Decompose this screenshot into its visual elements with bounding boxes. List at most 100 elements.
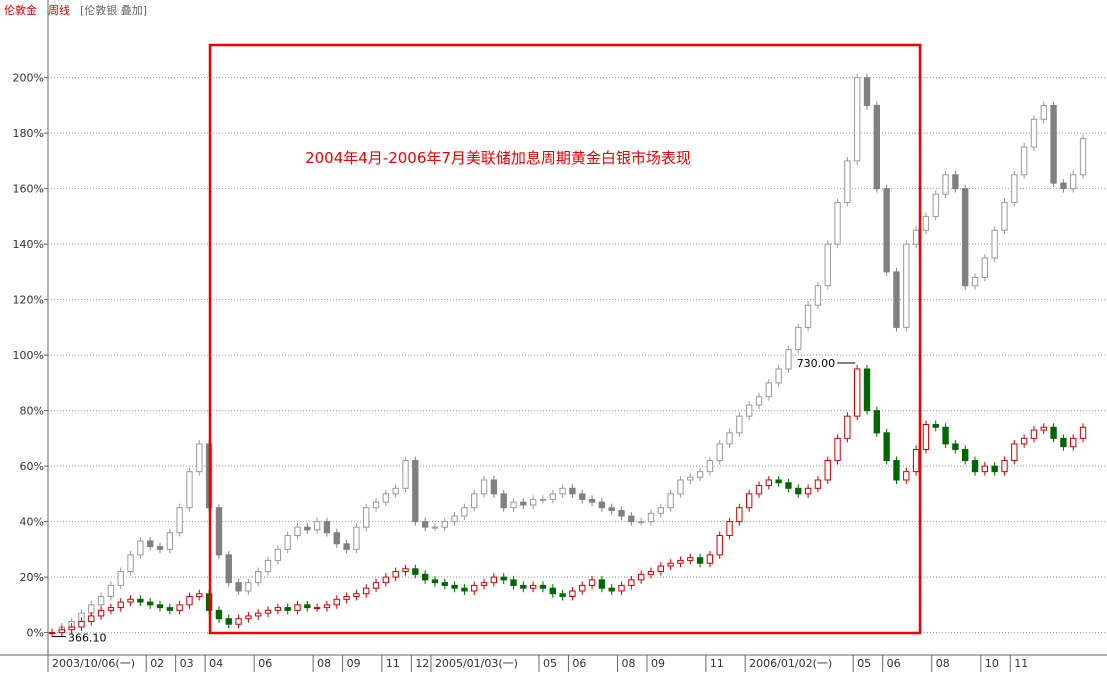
y-tick-label: 100% (13, 349, 44, 362)
candle-body (382, 576, 390, 584)
candle-body (765, 382, 772, 398)
candle-body (628, 579, 635, 586)
candle-body (706, 554, 714, 564)
candle-body (1070, 174, 1077, 190)
candle-body (775, 368, 782, 384)
candle-body (696, 557, 704, 564)
candle-body (844, 415, 851, 439)
candle-body (1079, 138, 1087, 176)
max-label: 730.00 (797, 357, 836, 370)
candle-body (412, 568, 419, 575)
x-tick-label: 05 (857, 657, 871, 670)
candle-body (579, 584, 586, 592)
candle-body (834, 202, 841, 245)
candle-body (628, 515, 635, 523)
candle-body (147, 540, 154, 548)
candle-body (1050, 104, 1057, 184)
candle-body (166, 532, 174, 550)
candle-body (1060, 182, 1067, 190)
candle-body (461, 587, 468, 592)
candle-body (932, 193, 939, 217)
candle-body (962, 448, 969, 462)
candle-body (854, 77, 861, 162)
candle-body (883, 432, 890, 462)
candle-body (78, 620, 85, 628)
y-tick-label: 180% (13, 127, 44, 140)
candle-body (156, 546, 164, 550)
candle-body (1040, 426, 1047, 431)
x-tick-label: 08 (622, 657, 636, 670)
candle-body (480, 582, 488, 586)
candle-body (942, 174, 949, 195)
candle-body (186, 471, 193, 509)
candle-body (333, 532, 340, 545)
header-period: 周线 (48, 3, 70, 17)
candle-body (804, 487, 812, 495)
candle-body (284, 607, 291, 611)
candle-body (549, 493, 556, 500)
candle-body (922, 215, 930, 231)
candle-body (107, 607, 115, 611)
chart-title: 2004年4月-2006年7月美联储加息周期黄金白银市场表现 (305, 149, 691, 167)
candle-body (255, 571, 262, 584)
candle-body (844, 160, 851, 204)
candle-body (903, 471, 910, 481)
candle-body (186, 596, 193, 606)
candle-body (235, 582, 242, 592)
candle-body (608, 587, 615, 592)
x-tick-label: 10 (985, 657, 999, 670)
candle-body (520, 584, 527, 589)
x-tick-label: 08 (317, 657, 331, 670)
candle-body (677, 559, 684, 564)
candle-body (549, 587, 556, 595)
annotation-layer: 730.00 366.10 (52, 357, 856, 645)
candle-body (441, 521, 448, 528)
candle-body (363, 587, 370, 595)
candle-body (402, 568, 409, 573)
candle-body (215, 609, 223, 620)
candle-body (97, 609, 105, 617)
header-instrument: 伦敦金 (4, 3, 37, 17)
candle-body (893, 271, 900, 328)
candle-body (431, 526, 439, 529)
grid-layer: 0% 20% 40% 60% 80% 100% 120% 140% 160% 180% 200% 20… (13, 72, 1107, 672)
candle-body (1001, 202, 1008, 231)
candle-body (441, 582, 448, 586)
candle-body (932, 423, 939, 428)
x-tick-label: 2006/01/02(一) (749, 657, 832, 670)
candle-body (647, 571, 655, 575)
candle-body (569, 590, 576, 598)
candle-body (971, 276, 979, 287)
candle-body (421, 573, 429, 581)
candle-body (745, 493, 753, 509)
candle-body (922, 423, 930, 450)
candle-body (795, 487, 802, 495)
candle-body (461, 507, 468, 517)
candle-body (834, 437, 841, 462)
candle-body (736, 507, 743, 523)
candle-body (942, 426, 949, 445)
candle-body (706, 460, 714, 473)
candle-body (775, 479, 782, 484)
candle-body (755, 485, 763, 495)
candle-body (824, 460, 831, 481)
y-tick-label: 20% (20, 571, 44, 584)
candle-body (687, 557, 694, 561)
candle-body (1011, 174, 1018, 204)
candle-body (618, 510, 625, 517)
candle-body (657, 507, 664, 514)
candle-body (402, 460, 409, 489)
candle-body (814, 285, 822, 306)
candle-body (863, 77, 871, 106)
candle-body (588, 498, 596, 503)
y-tick-label: 140% (13, 238, 44, 251)
candle-body (372, 501, 380, 509)
candle-body (510, 579, 517, 586)
candle-body (873, 410, 881, 434)
candle-body (225, 618, 232, 625)
candle-body (1001, 460, 1008, 473)
candle-body (264, 559, 272, 573)
candle-body (981, 257, 989, 278)
candle-body (971, 460, 979, 473)
candle-body (539, 584, 547, 589)
